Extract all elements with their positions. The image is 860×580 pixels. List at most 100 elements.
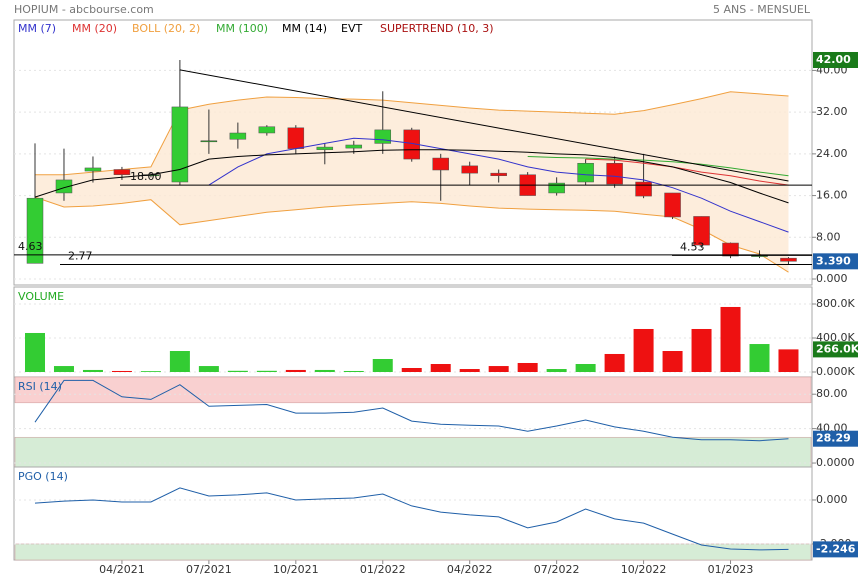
candle-body xyxy=(316,146,334,150)
y-tick-label: 80.00 xyxy=(816,387,848,400)
value-badge-label: 3.390 xyxy=(816,254,851,267)
ma-line xyxy=(585,158,789,186)
legend-entry: MM (14) xyxy=(282,22,327,35)
candle-body xyxy=(548,182,565,194)
level-label: 2.77 xyxy=(68,250,93,263)
trendline xyxy=(179,69,789,182)
candle-body xyxy=(26,197,44,264)
panel-title: PGO (14) xyxy=(18,470,68,483)
y-tick-label: 0.000K xyxy=(816,365,855,378)
value-badge-label: 42.00 xyxy=(816,53,851,66)
period-label: 5 ANS - MENSUEL xyxy=(713,3,811,16)
ma-line xyxy=(527,156,789,177)
candle-body xyxy=(432,157,449,171)
level-label: 4.53 xyxy=(680,240,705,253)
value-badge xyxy=(813,51,858,68)
volume-bar xyxy=(111,370,132,372)
value-badge xyxy=(813,541,858,558)
volume-bar xyxy=(517,362,538,372)
value-badge xyxy=(813,430,858,447)
x-tick-label: 07/2021 xyxy=(186,563,232,576)
volume-bar xyxy=(575,364,596,372)
value-badge xyxy=(813,341,858,358)
volume-bar xyxy=(488,366,509,372)
x-tick-label: 07/2022 xyxy=(534,563,580,576)
y-tick-label: 0.000 xyxy=(816,493,848,506)
candle-body xyxy=(287,127,305,149)
legend-entry: MM (20) xyxy=(72,22,117,35)
y-tick-label: 8.00 xyxy=(816,230,841,243)
volume-bar xyxy=(25,332,45,372)
candle-body xyxy=(635,181,652,197)
volume-bar xyxy=(604,353,625,372)
candle-body xyxy=(113,169,131,175)
candle-body xyxy=(722,242,739,257)
candle-body xyxy=(577,162,594,183)
value-badge-label: 266.0K xyxy=(816,342,860,355)
level-label: 4.63 xyxy=(18,240,43,253)
x-tick-label: 01/2022 xyxy=(360,563,406,576)
zone-band xyxy=(14,543,812,561)
panel-title: RSI (14) xyxy=(18,380,62,393)
volume-bar xyxy=(53,366,74,372)
indicator-line xyxy=(34,487,789,551)
legend-entry: SUPERTREND (10, 3) xyxy=(380,22,494,35)
volume-bar xyxy=(169,351,190,372)
y-tick-label: 0.000 xyxy=(816,272,848,285)
volume-bar xyxy=(343,370,364,372)
candle-body xyxy=(606,162,623,185)
x-tick-label: 04/2021 xyxy=(99,563,145,576)
candle-body xyxy=(374,129,392,144)
y-tick-label: 16.00 xyxy=(816,189,848,202)
candle-body xyxy=(461,165,478,174)
volume-bar xyxy=(662,351,683,372)
volume-bar xyxy=(198,366,219,372)
volume-bar xyxy=(314,369,335,372)
value-badge-label: -2.246 xyxy=(816,542,856,555)
boll-fill xyxy=(35,91,789,273)
page-title: HOPIUM - abcbourse.com xyxy=(14,3,154,16)
legend-entry: BOLL (20, 2) xyxy=(132,22,200,35)
candle-body xyxy=(55,179,73,194)
volume-bar xyxy=(430,364,451,372)
boll-lower xyxy=(34,196,789,273)
volume-bar xyxy=(227,370,248,372)
volume-bar xyxy=(691,328,712,372)
volume-bar xyxy=(372,358,393,372)
volume-bar xyxy=(778,349,799,372)
candle-body xyxy=(490,172,507,177)
volume-bar xyxy=(459,369,480,372)
x-tick-label: 10/2022 xyxy=(621,563,667,576)
y-tick-label: 32.00 xyxy=(816,105,848,118)
x-tick-label: 10/2021 xyxy=(273,563,319,576)
candle-body xyxy=(84,167,102,172)
candle-body xyxy=(693,216,710,246)
x-tick-label: 01/2023 xyxy=(708,563,754,576)
y-tick-label: 400.0K xyxy=(816,331,855,344)
indicator-line xyxy=(34,379,789,442)
candle-body xyxy=(258,126,276,134)
boll-upper xyxy=(35,91,789,176)
legend-entry: EVT xyxy=(341,22,362,35)
volume-bar xyxy=(256,370,277,372)
ma-line xyxy=(34,149,789,204)
legend-entry: MM (7) xyxy=(18,22,56,35)
volume-bar xyxy=(401,368,422,372)
volume-bar xyxy=(546,369,567,372)
candle-body xyxy=(780,257,797,262)
candle-body xyxy=(345,144,363,149)
value-badge-label: 28.29 xyxy=(816,432,851,445)
legend-entry: MM (100) xyxy=(216,22,268,35)
y-tick-label: 800.0K xyxy=(816,297,855,310)
volume-bar xyxy=(633,328,654,372)
y-tick-label: 0.0000 xyxy=(816,456,855,469)
candle-body xyxy=(200,140,218,143)
candle-body xyxy=(664,192,681,218)
value-badge xyxy=(813,253,858,270)
volume-bar xyxy=(82,369,103,372)
candle-body xyxy=(229,132,247,140)
panel-title: VOLUME xyxy=(18,290,64,303)
x-tick-label: 04/2022 xyxy=(447,563,493,576)
candle-body xyxy=(171,106,189,183)
